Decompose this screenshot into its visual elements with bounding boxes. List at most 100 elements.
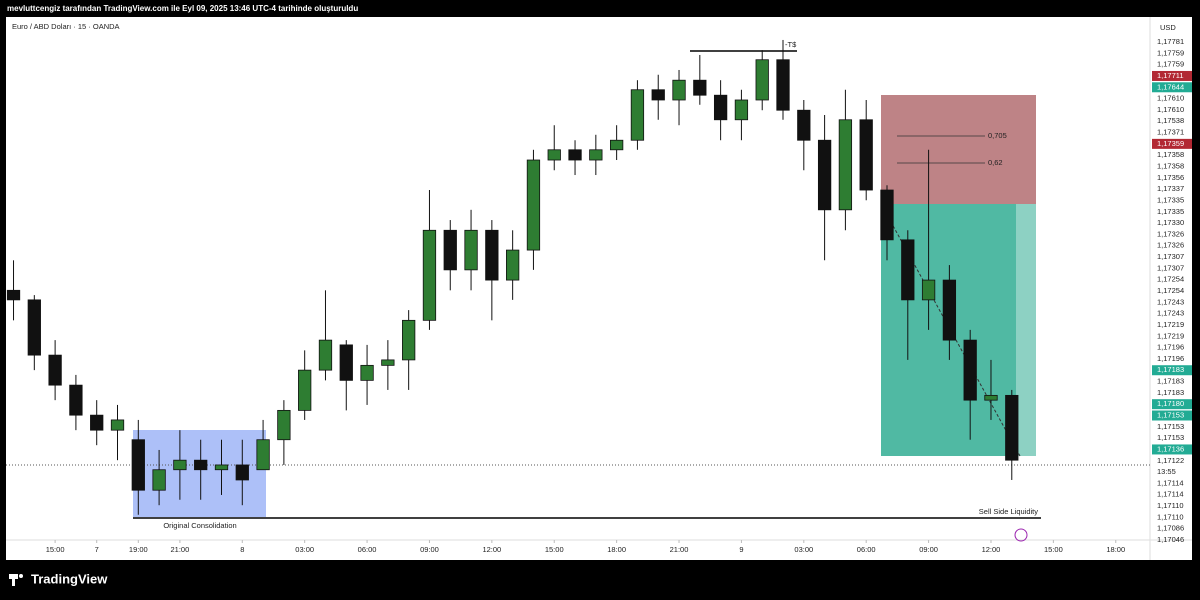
candle-body — [214, 464, 229, 471]
price-label: 1,17122 — [1157, 456, 1184, 465]
candle-body — [984, 394, 998, 401]
candle-body — [339, 344, 353, 381]
candle-body — [901, 239, 915, 301]
candle-body — [547, 149, 561, 161]
price-label: 1,17110 — [1157, 512, 1184, 521]
target-zone-tail — [1016, 204, 1036, 456]
price-label-bg — [1152, 70, 1192, 81]
x-tick-label: 15:00 — [1044, 545, 1063, 554]
candle-body — [963, 339, 977, 401]
candle-body — [422, 229, 437, 321]
x-tick-label: 15:00 — [545, 545, 564, 554]
candle-body — [526, 159, 541, 251]
currency: USD — [1160, 23, 1176, 32]
price-label: 1,17781 — [1157, 37, 1184, 46]
price-label: 1,17610 — [1157, 105, 1184, 114]
brand-name: TradingView — [31, 571, 108, 586]
price-label: 1,17358 — [1157, 161, 1184, 170]
candle-body — [838, 119, 853, 211]
candle-body — [755, 59, 769, 101]
price-label: 1,17114 — [1157, 490, 1184, 499]
candle-body — [27, 299, 41, 356]
candle-body — [131, 439, 145, 491]
x-tick-label: 06:00 — [358, 545, 377, 554]
price-label: 1,17711 — [1157, 71, 1184, 80]
plot: 0,705 0,62 -T$ Original Consolidation Se… — [6, 39, 1150, 542]
x-tick-label: 18:00 — [607, 545, 626, 554]
price-label: 1,17335 — [1157, 207, 1184, 216]
price-label: 1,17153 — [1157, 422, 1184, 431]
stop-zone — [881, 95, 1036, 204]
price-label: 1,17114 — [1157, 478, 1184, 487]
price-label: 1,17243 — [1157, 297, 1184, 306]
price-label: 1,17307 — [1157, 263, 1184, 272]
price-label: 1,17196 — [1157, 343, 1184, 352]
price-label: 1,17243 — [1157, 309, 1184, 318]
candle-body — [235, 464, 249, 481]
price-label: 1,17153 — [1157, 410, 1184, 419]
candle-body — [360, 364, 374, 381]
candle-body — [651, 89, 665, 101]
x-tick-label: 19:00 — [129, 545, 148, 554]
x-tick-label: 12:00 — [982, 545, 1001, 554]
price-label: 1,17254 — [1157, 286, 1184, 295]
fib-label: 0,705 — [988, 131, 1007, 140]
x-tick-label: 8 — [240, 545, 244, 554]
x-tick-label: 21:00 — [670, 545, 689, 554]
logo — [19, 574, 23, 578]
price-label-bg — [1152, 444, 1192, 455]
candle-body — [464, 229, 478, 271]
price-label: 1,17358 — [1157, 150, 1184, 159]
candle-body — [402, 319, 416, 361]
price-label: 1,17330 — [1157, 218, 1184, 227]
candle-body — [298, 369, 312, 411]
candle-body — [859, 119, 873, 191]
price-label: 1,17110 — [1157, 501, 1184, 510]
x-tick-label: 06:00 — [857, 545, 876, 554]
price-label: 1,17219 — [1157, 331, 1184, 340]
candle-body — [921, 279, 936, 301]
candle-body — [693, 79, 707, 96]
candle-body — [6, 289, 21, 301]
x-tick-label: 03:00 — [295, 545, 314, 554]
price-label: 1,17136 — [1157, 444, 1184, 453]
candle-body — [48, 354, 62, 386]
fib-label: 0,62 — [988, 158, 1003, 167]
candle-body — [277, 409, 291, 441]
candle-body — [194, 459, 208, 471]
price-label: 13:55 — [1157, 467, 1176, 476]
symbol: Euro / ABD Doları · 15 · OANDA — [12, 22, 120, 31]
candle-body — [880, 189, 894, 241]
candle-body — [318, 339, 333, 371]
consolidation-label: Original Consolidation — [163, 521, 236, 530]
candle-body — [568, 149, 582, 161]
price-label: 1,17153 — [1157, 433, 1184, 442]
header: mevluttcengiz tarafından TradingView.com… — [7, 4, 358, 13]
brand: TradingView — [9, 571, 108, 586]
candle-body — [256, 439, 270, 471]
candle-body — [506, 249, 520, 281]
candle-body — [734, 99, 749, 121]
candle-body — [797, 109, 811, 141]
price-label-bg — [1152, 82, 1192, 93]
price-label: 1,17183 — [1157, 365, 1184, 374]
price-label: 1,17337 — [1157, 184, 1184, 193]
candle-body — [69, 384, 83, 416]
candle-body — [589, 149, 603, 161]
x-tick-label: 09:00 — [420, 545, 439, 554]
price-label: 1,17219 — [1157, 320, 1184, 329]
x-tick-label: 21:00 — [171, 545, 190, 554]
high-marker: -T$ — [785, 40, 797, 49]
event-icon[interactable] — [1014, 528, 1028, 542]
candle-body — [443, 229, 457, 271]
candle-body — [381, 359, 395, 366]
candle-body — [776, 59, 790, 111]
price-label: 1,17759 — [1157, 60, 1184, 69]
candle-body — [672, 79, 686, 101]
price-label: 1,17183 — [1157, 377, 1184, 386]
candle-body — [173, 459, 187, 471]
price-label: 1,17326 — [1157, 241, 1184, 250]
price-label: 1,17610 — [1157, 94, 1184, 103]
